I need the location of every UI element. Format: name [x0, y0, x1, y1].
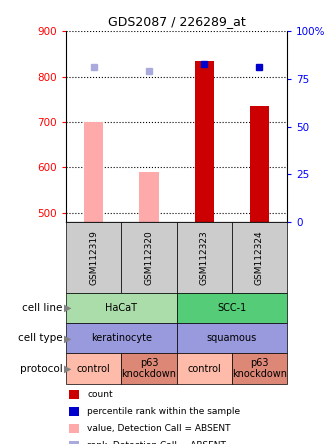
Bar [84, 122, 103, 222]
Text: p63
knockdown: p63 knockdown [232, 358, 287, 379]
Text: ▶: ▶ [64, 333, 72, 343]
Text: GSM112323: GSM112323 [200, 230, 209, 285]
Text: count: count [87, 390, 113, 399]
Bar [66, 293, 177, 323]
Text: value, Detection Call = ABSENT: value, Detection Call = ABSENT [87, 424, 231, 433]
Bar [139, 172, 159, 222]
Bar [250, 106, 269, 222]
Text: SCC-1: SCC-1 [217, 303, 247, 313]
Text: GSM112324: GSM112324 [255, 230, 264, 285]
Text: cell line: cell line [22, 303, 63, 313]
Bar [177, 353, 232, 384]
Text: control: control [187, 364, 221, 373]
Text: keratinocyte: keratinocyte [91, 333, 152, 343]
Bar [66, 323, 177, 353]
Text: squamous: squamous [207, 333, 257, 343]
Text: rank, Detection Call = ABSENT: rank, Detection Call = ABSENT [87, 441, 226, 444]
Text: control: control [77, 364, 111, 373]
Bar [177, 222, 232, 293]
Text: percentile rank within the sample: percentile rank within the sample [87, 407, 241, 416]
Bar [232, 353, 287, 384]
Text: ▶: ▶ [64, 303, 72, 313]
Text: HaCaT: HaCaT [105, 303, 137, 313]
Text: GSM112320: GSM112320 [145, 230, 153, 285]
Text: ▶: ▶ [64, 364, 72, 373]
Bar [177, 293, 287, 323]
Bar [66, 222, 121, 293]
Title: GDS2087 / 226289_at: GDS2087 / 226289_at [108, 16, 246, 28]
Bar [232, 222, 287, 293]
Text: protocol: protocol [20, 364, 63, 373]
Bar [121, 222, 177, 293]
Text: p63
knockdown: p63 knockdown [121, 358, 177, 379]
Text: cell type: cell type [18, 333, 63, 343]
Text: GSM112319: GSM112319 [89, 230, 98, 285]
Bar [121, 353, 177, 384]
Bar [66, 353, 121, 384]
Bar [177, 323, 287, 353]
Bar [194, 61, 214, 222]
